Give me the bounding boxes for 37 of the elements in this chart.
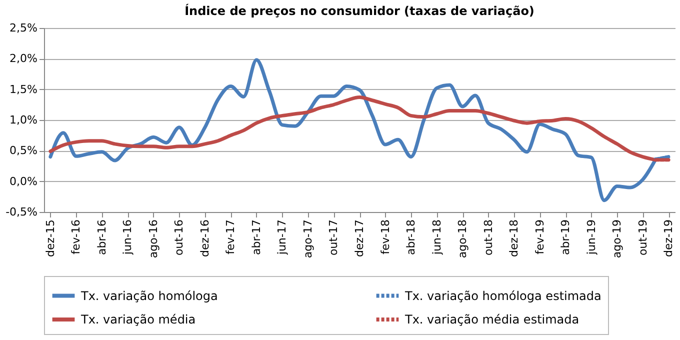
x-tick-label: jun-18 (430, 220, 444, 256)
x-tick-label: fev-18 (378, 220, 392, 254)
y-tick-label: 2,5% (10, 22, 38, 34)
legend-label: Tx. variação média (80, 312, 196, 326)
x-tick-label: dez-19 (662, 220, 676, 257)
x-tick-label: dez-15 (44, 220, 57, 257)
x-tick-label: abr-19 (559, 220, 572, 256)
x-tick-label: out-18 (482, 220, 495, 256)
legend-label: Tx. variação homóloga (80, 288, 218, 303)
y-tick-label: 0,0% (10, 174, 38, 188)
x-tick-label: fev-16 (70, 220, 83, 254)
x-tick-label: out-16 (172, 220, 186, 256)
legend-label: Tx. variação homóloga estimada (404, 288, 602, 303)
y-tick-label: 0,5% (10, 144, 38, 158)
chart-title: Índice de preços no consumidor (taxas de variação) (184, 3, 534, 18)
x-tick-label: ago-17 (301, 220, 314, 258)
x-tick-label: fev-19 (533, 220, 546, 254)
y-tick-label: 1,0% (10, 114, 38, 126)
x-tick-label: dez-16 (198, 220, 212, 257)
x-tick-label: abr-16 (95, 220, 108, 256)
x-tick-label: jun-17 (276, 220, 289, 256)
x-tick-label: fev-17 (224, 220, 238, 254)
y-tick-label: -0,5% (6, 206, 38, 218)
x-tick-label: abr-17 (250, 220, 263, 256)
x-tick-label: jun-16 (121, 220, 134, 256)
legend-label: Tx. variação média estimada (404, 312, 580, 326)
y-tick-label: 1,5% (10, 82, 38, 96)
x-tick-label: out-17 (327, 220, 340, 256)
x-tick-label: jun-19 (584, 220, 598, 256)
x-tick-label: abr-18 (404, 220, 418, 256)
x-tick-label: ago-16 (146, 220, 160, 258)
y-tick-label: 2,0% (10, 52, 38, 66)
x-tick-label: ago-19 (610, 220, 624, 258)
x-tick-label: dez-18 (508, 220, 521, 257)
x-tick-label: ago-18 (456, 220, 470, 258)
x-tick-label: out-19 (636, 220, 650, 256)
x-tick-label: dez-17 (353, 220, 366, 257)
